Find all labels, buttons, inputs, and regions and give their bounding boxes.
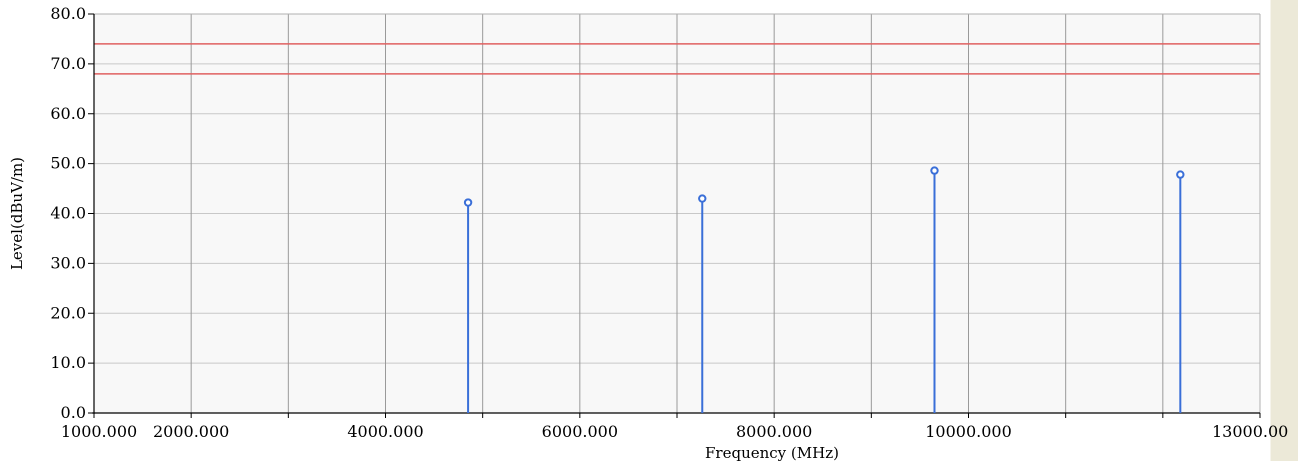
x-tick-label: 6000.000 [542, 422, 618, 441]
data-point [698, 194, 707, 203]
y-tick-label: 60.0 [50, 104, 86, 123]
x-tick-label: 13000.00 [1212, 422, 1288, 441]
y-tick-label: 40.0 [50, 204, 86, 223]
y-axis-title: Level(dBuV/m) [8, 157, 26, 270]
data-point [930, 166, 939, 175]
x-tick-label: 4000.000 [347, 422, 423, 441]
y-tick-label: 0.0 [61, 403, 86, 422]
x-tick-label: 1000.000 [61, 422, 137, 441]
data-point [1176, 170, 1185, 179]
x-tick-label: 8000.000 [736, 422, 812, 441]
x-axis-title: Frequency (MHz) [705, 444, 839, 461]
y-tick-label: 50.0 [50, 154, 86, 173]
y-tick-label: 80.0 [50, 4, 86, 23]
y-tick-label: 70.0 [50, 54, 86, 73]
x-tick-label: 2000.000 [153, 422, 229, 441]
right-panel [1270, 0, 1298, 461]
y-tick-label: 30.0 [50, 253, 86, 272]
y-tick-label: 20.0 [50, 303, 86, 322]
data-point [463, 198, 473, 207]
y-tick-label: 10.0 [50, 353, 86, 372]
x-tick-label: 10000.000 [925, 422, 1012, 441]
